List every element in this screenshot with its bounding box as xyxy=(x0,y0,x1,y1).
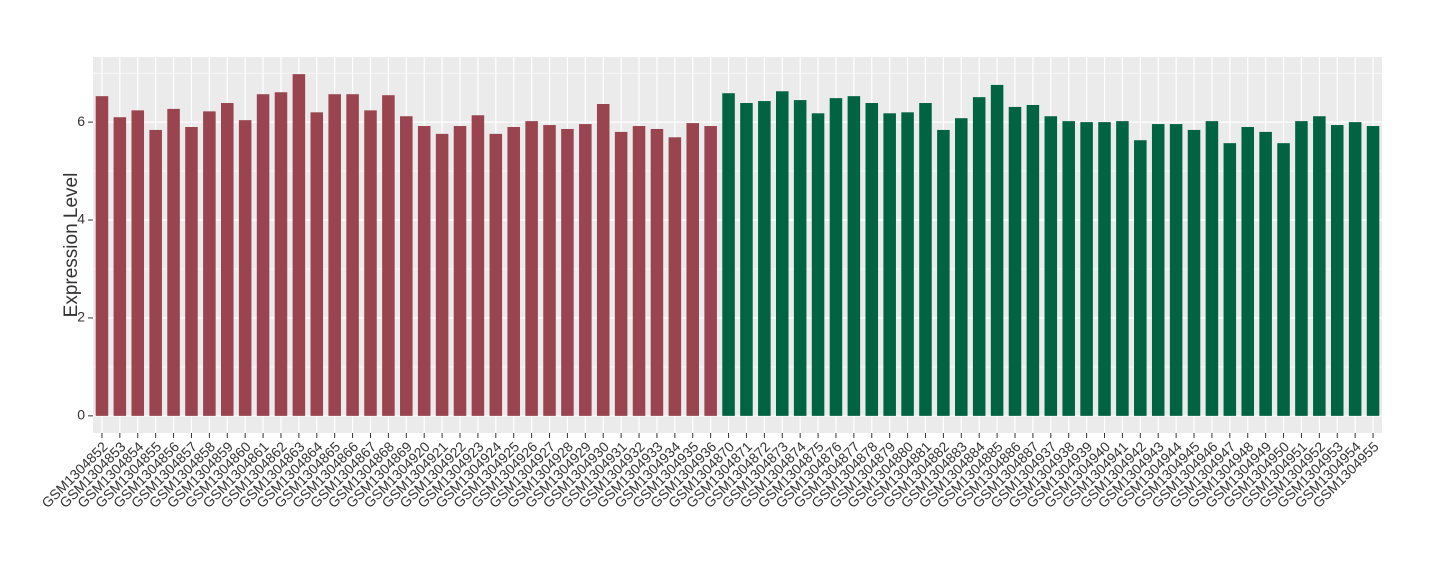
bar xyxy=(1348,122,1362,416)
y-tick-label: 0 xyxy=(77,407,85,423)
bar xyxy=(1330,125,1344,416)
bar xyxy=(435,133,449,416)
bar xyxy=(561,128,574,416)
bar xyxy=(1259,131,1272,416)
bar xyxy=(256,94,270,416)
bar xyxy=(1062,121,1075,416)
bar xyxy=(1026,104,1040,416)
bar xyxy=(829,98,843,416)
bar xyxy=(238,120,252,416)
bar xyxy=(1187,129,1201,416)
bar xyxy=(775,91,789,416)
bar xyxy=(525,121,538,416)
bar xyxy=(131,110,145,416)
bar xyxy=(1169,124,1183,416)
bar xyxy=(1241,127,1254,416)
bar xyxy=(292,74,306,416)
bar xyxy=(1008,106,1022,416)
bar xyxy=(149,129,162,416)
y-tick-label: 2 xyxy=(77,309,85,325)
bar xyxy=(847,96,861,416)
bar xyxy=(489,133,503,416)
bar xyxy=(650,128,664,416)
bar xyxy=(1134,140,1147,416)
y-tick-label: 6 xyxy=(77,113,85,129)
bar xyxy=(937,129,950,416)
bar xyxy=(328,94,341,416)
bar xyxy=(758,101,771,416)
bar xyxy=(400,116,413,416)
panel xyxy=(93,57,1382,433)
bar xyxy=(704,126,717,416)
bar xyxy=(95,96,109,416)
bar xyxy=(579,124,592,416)
bar xyxy=(453,126,467,416)
bar xyxy=(1295,121,1308,416)
bar xyxy=(1313,116,1326,416)
bar xyxy=(274,92,288,416)
bar xyxy=(364,110,377,416)
y-tick-label: 4 xyxy=(77,211,85,227)
bar xyxy=(1116,121,1129,416)
bar xyxy=(1151,124,1165,416)
bar xyxy=(1366,126,1380,416)
bar xyxy=(1223,143,1237,416)
bar xyxy=(471,115,485,416)
bar xyxy=(901,112,914,416)
bar xyxy=(919,103,932,416)
bar xyxy=(1044,116,1058,416)
bar xyxy=(722,93,735,416)
bar xyxy=(310,112,324,416)
bar xyxy=(865,103,879,416)
bar xyxy=(668,137,682,416)
bar xyxy=(1277,143,1290,416)
bar xyxy=(740,103,753,416)
bar xyxy=(203,111,216,416)
bar xyxy=(1080,122,1093,416)
bar xyxy=(793,100,807,416)
bar xyxy=(955,118,968,416)
bar xyxy=(811,113,825,416)
bar xyxy=(417,126,431,416)
bar xyxy=(507,127,520,416)
bar xyxy=(382,95,395,416)
bar xyxy=(1098,122,1111,416)
bar xyxy=(614,131,628,416)
bar xyxy=(596,104,610,416)
bar xyxy=(1205,121,1219,416)
bar xyxy=(883,113,896,416)
bar xyxy=(346,94,359,416)
bar xyxy=(990,84,1004,416)
y-axis-title: Expression Level xyxy=(61,173,82,318)
bar xyxy=(632,126,646,416)
bar xyxy=(543,125,556,416)
bar xyxy=(972,97,986,416)
bar xyxy=(185,127,198,416)
bar xyxy=(113,117,127,416)
bar xyxy=(167,108,180,416)
bar xyxy=(686,123,700,416)
bar xyxy=(221,103,234,416)
